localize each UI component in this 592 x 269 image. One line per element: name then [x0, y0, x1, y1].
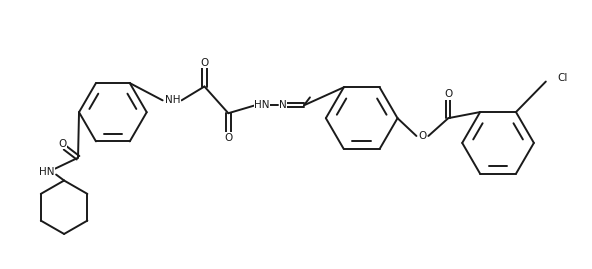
Text: N: N — [279, 100, 287, 110]
Text: HN: HN — [40, 167, 55, 177]
Text: O: O — [224, 133, 233, 143]
Text: O: O — [444, 89, 452, 100]
Text: NH: NH — [165, 95, 181, 105]
Text: O: O — [419, 131, 426, 141]
Text: HN: HN — [255, 100, 270, 110]
Text: O: O — [200, 58, 208, 68]
Text: Cl: Cl — [558, 73, 568, 83]
Text: O: O — [58, 139, 66, 149]
